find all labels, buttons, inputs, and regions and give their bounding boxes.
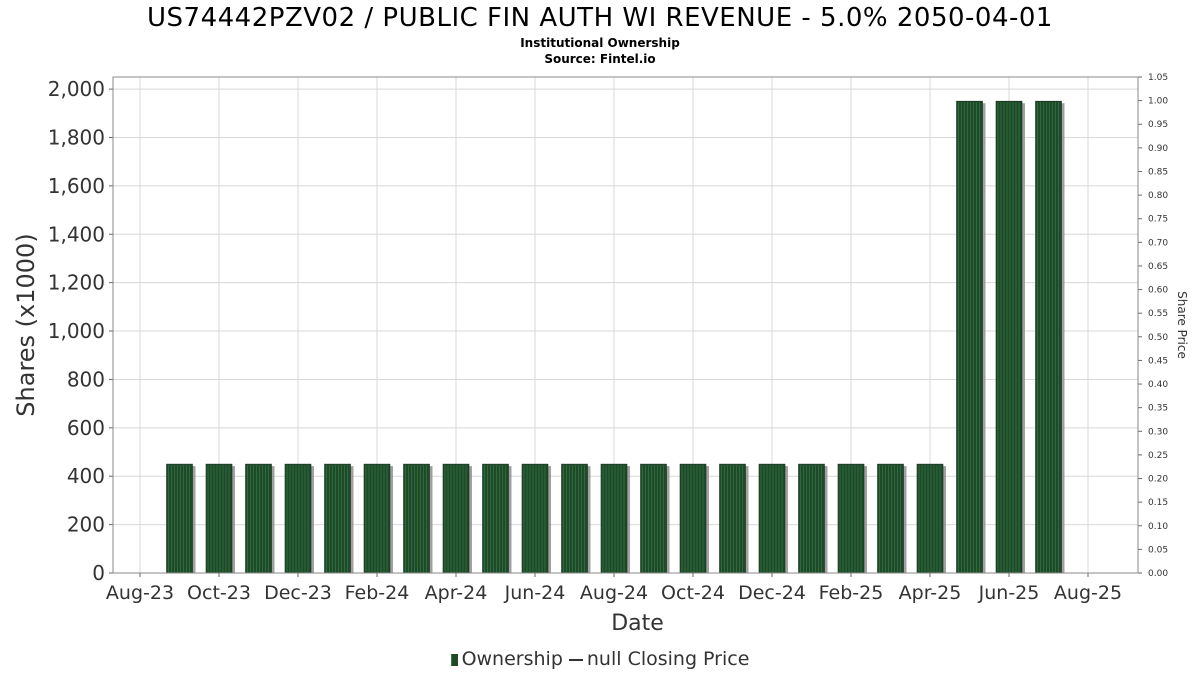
ownership-bar [284,463,312,574]
y2-tick-label: 0.05 [1148,545,1168,555]
y2-tick-label: 0.65 [1148,262,1168,272]
y2-tick-label: 0.10 [1148,522,1168,532]
y-tick-label: 1,600 [48,174,105,198]
ownership-bar [719,463,746,574]
y-tick-label: 1,800 [48,125,105,149]
y-tick-label: 1,000 [48,319,105,343]
y2-tick-label: 0.00 [1148,569,1168,579]
y-tick-label: 200 [67,513,105,537]
ownership-bar [403,463,430,574]
y2-tick-label: 0.35 [1148,404,1168,414]
y2-tick-label: 0.55 [1148,309,1168,319]
ownership-bar [600,463,628,574]
ownership-bar [956,100,983,574]
ownership-bar [561,463,588,574]
y2-tick-label: 0.75 [1148,215,1168,225]
x-tick-label: Oct-23 [187,582,251,604]
chart-subtitle: Institutional Ownership [520,36,680,50]
y2-tick-label: 0.95 [1148,120,1168,130]
y2-tick-label: 0.85 [1148,167,1168,177]
y2-axis-label: Share Price [1175,291,1189,359]
x-tick-label: Jun-25 [978,582,1040,604]
ownership-bar [679,463,707,574]
chart-legend: Ownership null Closing Price [0,648,1200,670]
ownership-bar [1035,100,1062,574]
x-tick-label: Apr-25 [899,582,962,604]
plot-frame [112,76,1139,574]
y-tick-label: 0 [92,561,105,585]
ownership-bar [205,463,233,574]
x-axis-label: Date [611,611,664,636]
ownership-bar [916,463,944,574]
x-tick-label: Apr-24 [425,582,488,604]
y-tick-label: 600 [67,416,105,440]
ownership-bar [798,463,825,574]
legend-ownership-label: Ownership [461,648,563,670]
ownership-bar [837,463,865,574]
y2-tick-label: 0.25 [1148,451,1168,461]
y2-tick-label: 0.80 [1148,191,1168,201]
y2-tick-label: 0.30 [1148,427,1168,437]
y2-tick-label: 0.45 [1148,356,1168,366]
y2-tick-label: 0.15 [1148,498,1168,508]
ownership-bar [324,463,351,574]
x-tick-label: Dec-23 [264,582,332,604]
ownership-bar [363,463,391,574]
y2-tick-label: 1.05 [1148,73,1168,83]
ownership-bar [758,463,786,574]
ownership-bar [442,463,470,574]
x-tick-label: Jun-24 [504,582,566,604]
y2-tick-label: 1.00 [1148,97,1168,107]
y2-tick-label: 0.90 [1148,144,1168,154]
ownership-bar [482,463,509,574]
y-tick-label: 400 [67,464,105,488]
x-tick-label: Feb-24 [345,582,410,604]
y-tick-label: 800 [67,367,105,391]
legend-ownership-swatch [450,653,458,666]
y2-tick-label: 0.40 [1148,380,1168,390]
y-tick-label: 2,000 [48,77,105,101]
y-tick-label: 1,200 [48,271,105,295]
ownership-bar [521,463,549,574]
ownership-bar [245,463,272,574]
x-tick-label: Oct-24 [661,582,725,604]
y-axis-label: Shares (x1000) [12,233,40,416]
x-tick-label: Aug-25 [1054,582,1122,604]
legend-price-swatch [568,658,583,661]
x-tick-label: Aug-23 [106,582,174,604]
y2-tick-label: 0.50 [1148,333,1168,343]
ownership-bar [166,463,193,574]
y2-tick-label: 0.70 [1148,238,1168,248]
x-tick-label: Feb-25 [819,582,884,604]
y2-tick-label: 0.60 [1148,286,1168,296]
ownership-bar [640,463,667,574]
y2-tick-label: 0.20 [1148,475,1168,485]
chart-title: US74442PZV02 / PUBLIC FIN AUTH WI REVENU… [147,3,1053,33]
legend-price-label: null Closing Price [586,648,750,670]
ownership-bar [995,100,1023,574]
y-tick-label: 1,400 [48,222,105,246]
x-tick-label: Aug-24 [580,582,648,604]
ownership-bar [877,463,904,574]
chart-source: Source: Fintel.io [544,52,656,66]
x-tick-label: Dec-24 [738,582,806,604]
